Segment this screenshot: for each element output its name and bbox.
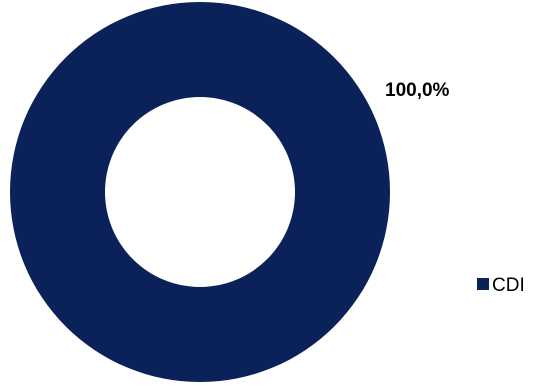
donut-slices (10, 2, 390, 382)
donut-slice-cdi (10, 2, 390, 382)
legend-label-cdi: CDI (492, 275, 525, 296)
data-label: 100,0% (385, 80, 450, 101)
legend-swatch-cdi (477, 278, 489, 290)
legend: CDI (477, 275, 525, 296)
